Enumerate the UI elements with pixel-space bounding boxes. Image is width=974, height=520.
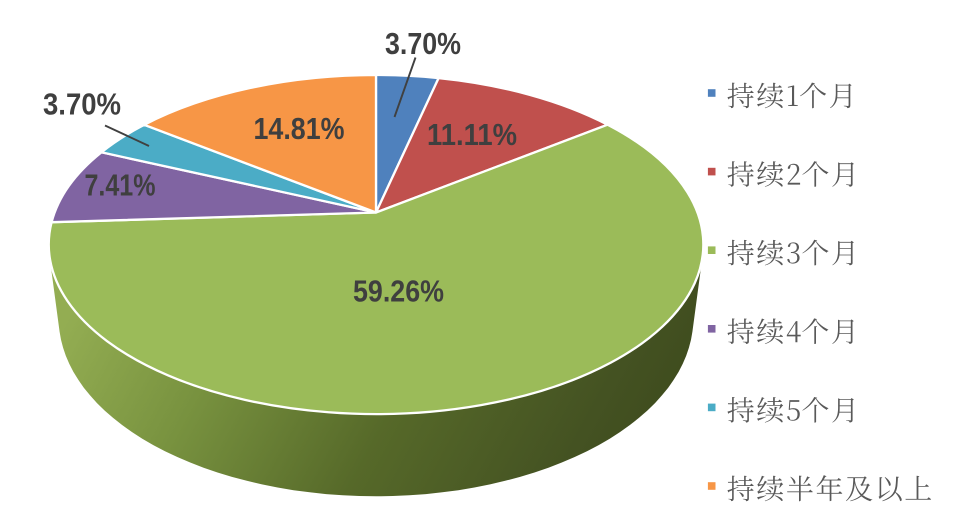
svg-text:3.70%: 3.70% (43, 88, 121, 122)
svg-text:3.70%: 3.70% (385, 27, 461, 61)
svg-text:14.81%: 14.81% (254, 112, 345, 146)
svg-text:59.26%: 59.26% (353, 275, 444, 309)
svg-text:11.11%: 11.11% (427, 118, 517, 152)
svg-text:7.41%: 7.41% (85, 169, 156, 203)
